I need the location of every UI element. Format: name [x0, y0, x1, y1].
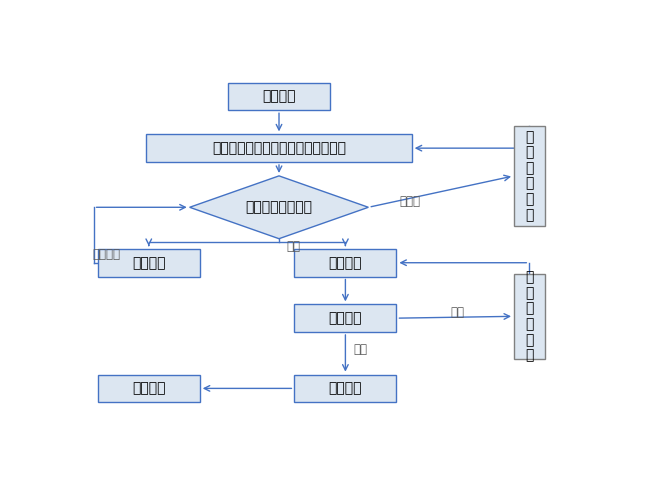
FancyBboxPatch shape — [228, 83, 330, 110]
Text: 开始掘进: 开始掘进 — [329, 256, 362, 270]
Text: 正常: 正常 — [353, 343, 367, 356]
Text: 继续掘进: 继续掘进 — [329, 382, 362, 396]
Text: 掘进状态: 掘进状态 — [329, 311, 362, 325]
Text: 安装管片: 安装管片 — [132, 382, 165, 396]
Text: 工程开工: 工程开工 — [262, 89, 296, 103]
FancyBboxPatch shape — [514, 126, 544, 226]
Polygon shape — [190, 176, 368, 239]
FancyBboxPatch shape — [295, 304, 397, 332]
Text: 不合格: 不合格 — [399, 195, 420, 208]
FancyBboxPatch shape — [98, 374, 200, 402]
Text: 专
项
施
工
方
案: 专 项 施 工 方 案 — [525, 130, 533, 222]
Text: 专
项
施
工
方
案: 专 项 施 工 方 案 — [525, 270, 533, 362]
Text: 监控量测: 监控量测 — [132, 256, 165, 270]
Text: 异常: 异常 — [450, 306, 464, 319]
FancyBboxPatch shape — [98, 249, 200, 276]
Text: 合格: 合格 — [287, 240, 301, 252]
FancyBboxPatch shape — [295, 249, 397, 276]
FancyBboxPatch shape — [146, 134, 412, 162]
Text: 特殊地段风险评估: 特殊地段风险评估 — [246, 200, 312, 214]
FancyBboxPatch shape — [514, 274, 544, 359]
Text: 发现异常: 发现异常 — [92, 248, 121, 261]
FancyBboxPatch shape — [295, 374, 397, 402]
Text: 线路穿越地层、地下、地上环境普查: 线路穿越地层、地下、地上环境普查 — [212, 141, 346, 155]
